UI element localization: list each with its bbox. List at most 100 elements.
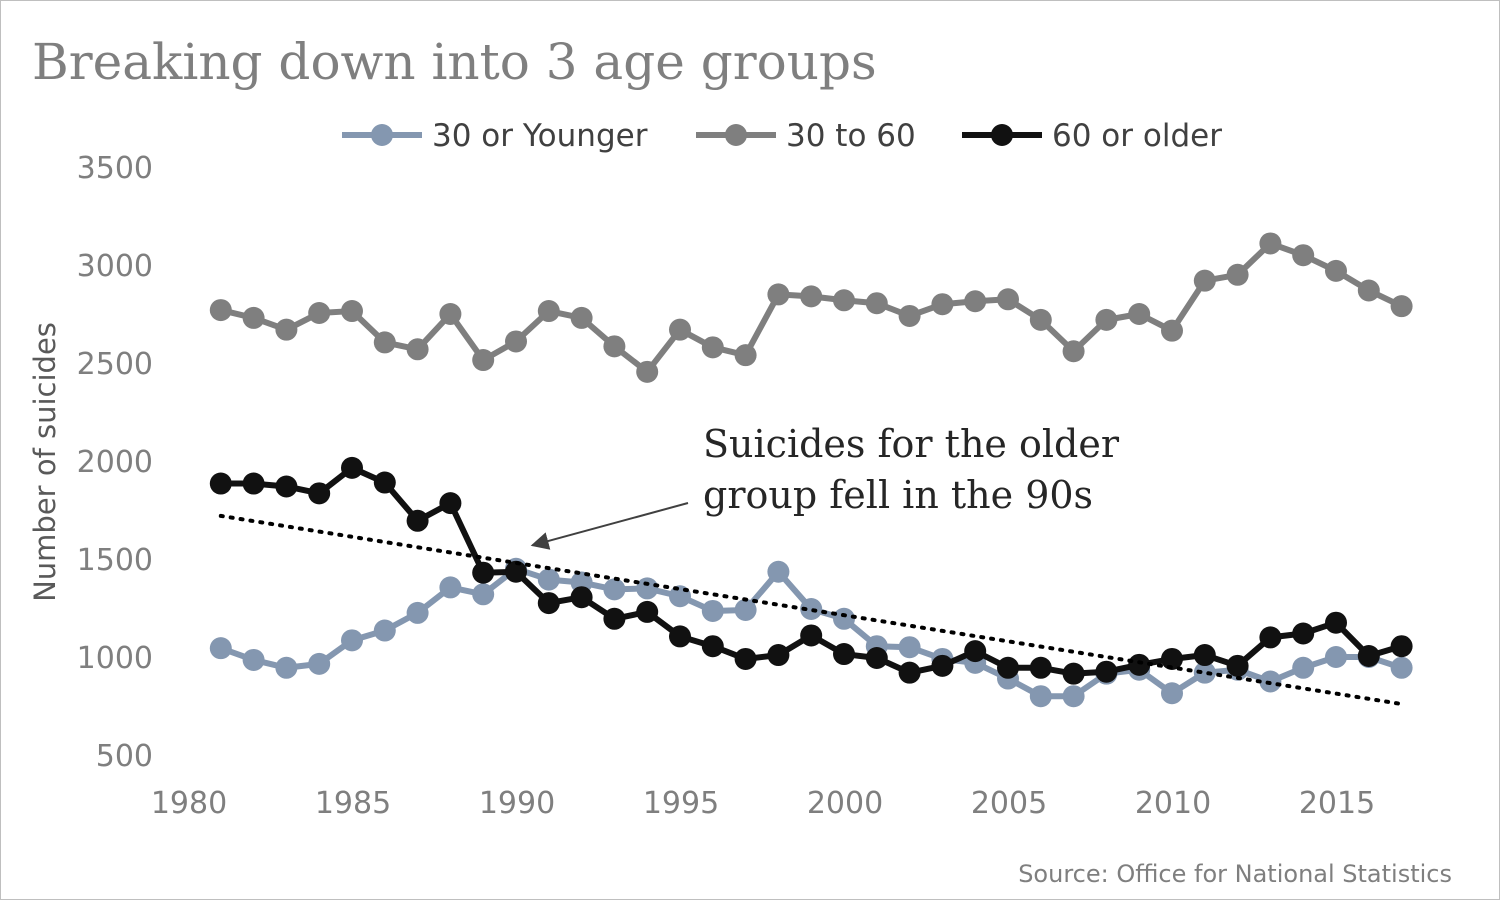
y-tick-label: 500 (96, 739, 153, 774)
point-30-to-60 (898, 304, 921, 327)
point-60-or-older (997, 656, 1019, 679)
point-60-or-older (701, 635, 724, 658)
point-30-to-60 (636, 360, 659, 383)
point-30-or-younger (209, 637, 232, 660)
legend-label-60-or-older: 60 or older (1052, 118, 1222, 154)
point-30-to-60 (865, 292, 888, 315)
point-60-or-older (1193, 644, 1216, 667)
point-30-to-60 (1325, 259, 1347, 282)
y-tick-label: 2500 (77, 347, 153, 382)
x-axis: 1980 1985 1990 1995 2000 2005 2010 2015 (151, 786, 1375, 821)
point-60-or-older (1095, 660, 1118, 683)
point-60-or-older (1390, 635, 1413, 658)
point-30-to-60 (505, 330, 527, 353)
point-30-to-60 (1062, 340, 1085, 363)
point-60-or-older (833, 643, 855, 666)
point-30-to-60 (209, 299, 232, 322)
point-30-to-60 (767, 283, 790, 306)
legend-marker-30-or-younger (371, 124, 393, 146)
point-60-or-older (1357, 645, 1380, 668)
point-30-to-60 (1095, 308, 1118, 331)
x-tick-label: 1985 (315, 786, 391, 821)
point-30-to-60 (997, 288, 1019, 311)
point-30-or-younger (439, 576, 462, 599)
x-tick-label: 2015 (1299, 786, 1375, 821)
point-30-to-60 (1390, 295, 1413, 318)
point-30-or-younger (898, 636, 921, 659)
point-30-to-60 (472, 349, 495, 372)
point-30-or-younger (767, 560, 790, 583)
annotation: Suicides for the older group fell in the… (530, 422, 1120, 550)
point-30-to-60 (275, 318, 298, 341)
point-60-or-older (275, 475, 298, 498)
point-30-or-younger (1390, 656, 1413, 679)
point-30-to-60 (1128, 303, 1151, 325)
point-60-or-older (931, 654, 954, 677)
point-30-to-60 (1357, 279, 1380, 302)
y-tick-label: 3500 (77, 151, 153, 186)
point-30-to-60 (1292, 244, 1315, 267)
point-30-to-60 (800, 285, 823, 308)
point-60-or-older (439, 492, 462, 515)
point-30-or-younger (242, 648, 265, 671)
point-30-or-younger (1161, 682, 1183, 705)
point-60-or-older (669, 625, 691, 648)
point-30-or-younger (701, 599, 724, 622)
point-30-to-60 (1193, 269, 1216, 292)
legend-item-30-or-younger: 30 or Younger (342, 118, 648, 154)
annotation-arrow (530, 502, 689, 550)
point-60-or-older (1292, 622, 1315, 645)
point-30-or-younger (308, 652, 331, 675)
x-tick-label: 2005 (971, 786, 1047, 821)
point-60-or-older (1259, 626, 1282, 649)
legend-item-60-or-older: 60 or older (962, 118, 1222, 154)
point-30-or-younger (472, 583, 495, 606)
legend-item-30-to-60: 30 to 60 (696, 118, 916, 154)
point-30-to-60 (1259, 232, 1282, 255)
legend-marker-30-to-60 (725, 124, 747, 146)
point-60-or-older (1161, 647, 1183, 670)
point-30-or-younger (1029, 685, 1052, 708)
point-30-or-younger (1193, 661, 1216, 684)
y-tick-label: 1000 (77, 641, 153, 676)
point-60-or-older (767, 644, 790, 667)
point-30-to-60 (242, 306, 265, 329)
annotation-line-1: Suicides for the older (703, 422, 1120, 466)
point-60-or-older (373, 471, 396, 494)
y-tick-label: 2000 (77, 445, 153, 480)
point-30-to-60 (373, 331, 396, 354)
point-30-to-60 (931, 293, 954, 316)
point-30-to-60 (603, 335, 626, 358)
point-60-or-older (472, 561, 495, 584)
point-60-or-older (537, 592, 560, 615)
point-30-to-60 (1161, 319, 1183, 342)
point-60-or-older (603, 607, 626, 630)
point-30-to-60 (669, 318, 691, 341)
point-30-or-younger (1292, 656, 1315, 679)
x-tick-label: 1980 (151, 786, 227, 821)
point-60-or-older (242, 472, 265, 495)
point-30-or-younger (833, 607, 855, 630)
point-60-or-older (406, 509, 429, 532)
trendline-60-or-older (218, 513, 1404, 707)
point-30-to-60 (439, 303, 462, 325)
point-60-or-older (865, 646, 888, 669)
x-tick-label: 2000 (807, 786, 883, 821)
x-tick-label: 1990 (479, 786, 555, 821)
point-30-or-younger (734, 598, 757, 621)
point-30-to-60 (308, 302, 331, 325)
point-30-to-60 (964, 290, 987, 313)
point-60-or-older (734, 647, 757, 670)
point-30-to-60 (406, 338, 429, 361)
point-60-or-older (308, 482, 331, 505)
point-30-or-younger (603, 578, 626, 601)
point-60-or-older (1128, 653, 1151, 676)
legend-marker-60-or-older (991, 124, 1013, 146)
point-30-or-younger (406, 601, 429, 624)
point-30-to-60 (570, 306, 593, 329)
chart-title: Breaking down into 3 age groups (32, 33, 877, 91)
point-30-or-younger (373, 619, 396, 642)
y-axis: 500 1000 1500 2000 2500 3000 3500 (77, 151, 153, 774)
